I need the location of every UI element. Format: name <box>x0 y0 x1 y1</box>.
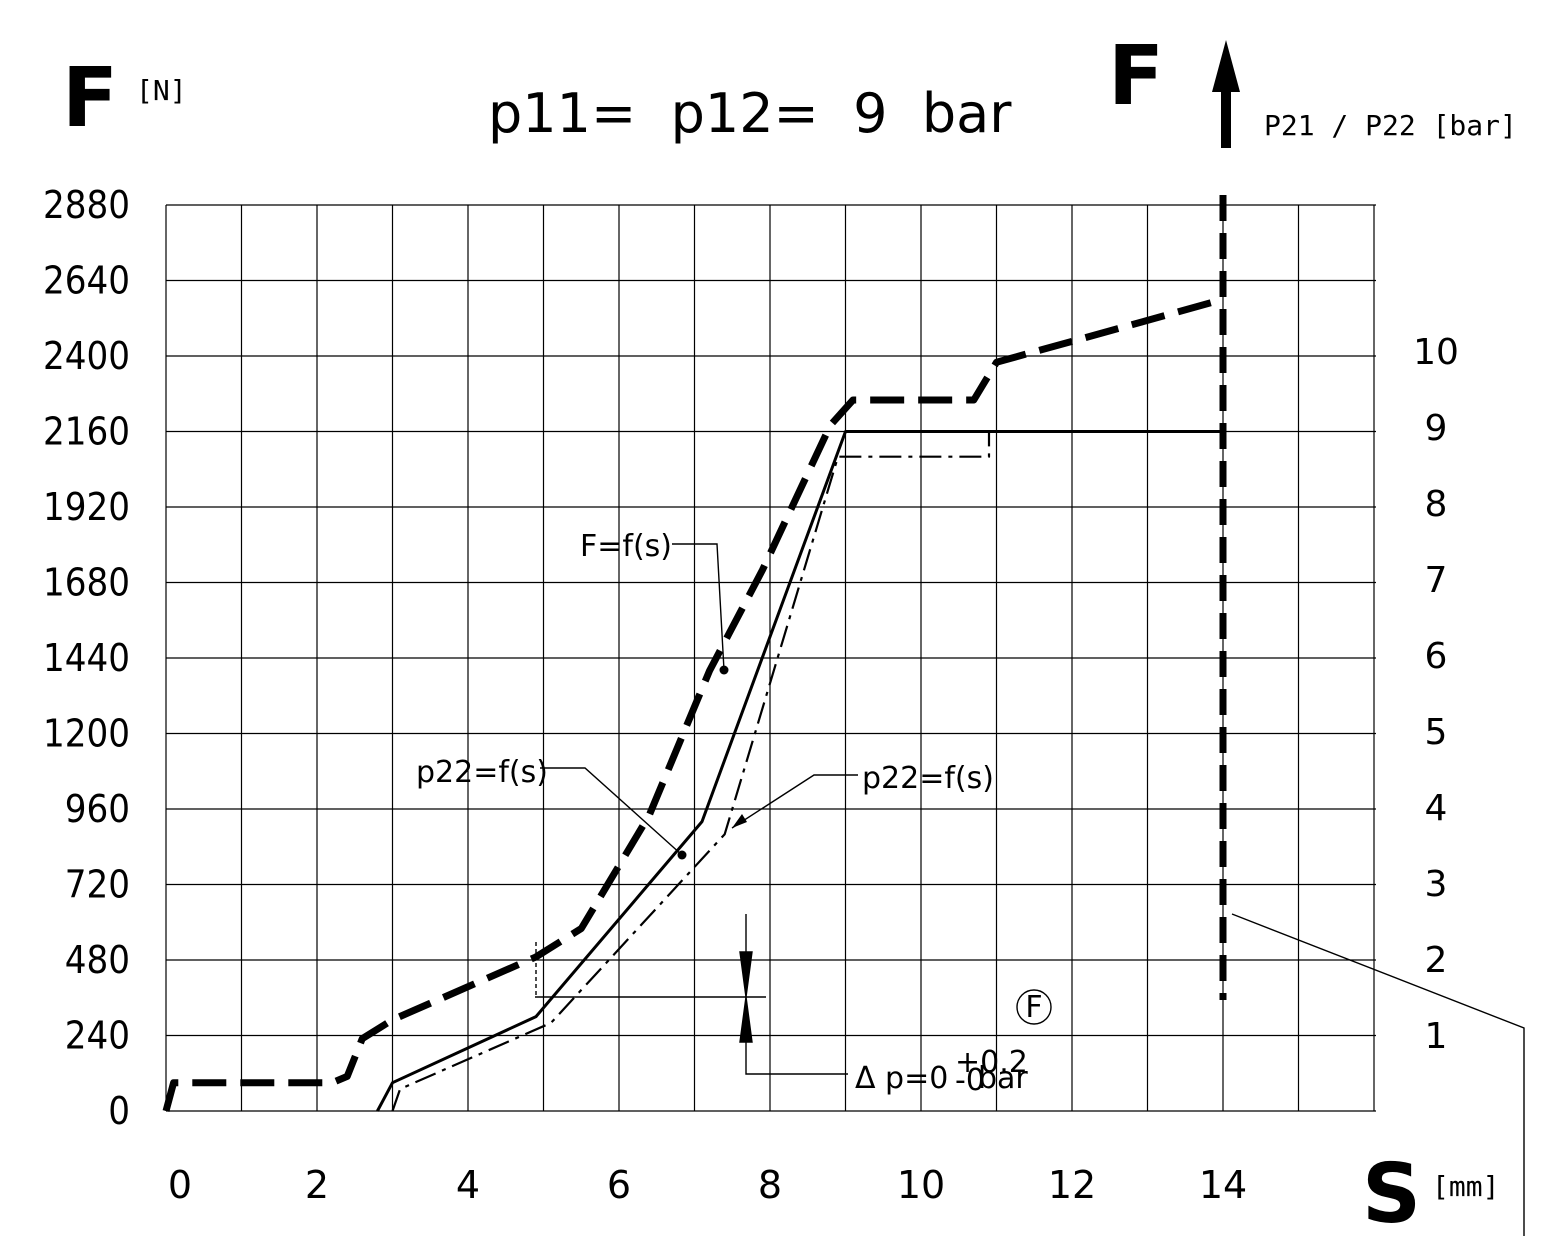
left-tick-label: 1200 <box>43 712 130 756</box>
left-tick-label: 1920 <box>43 485 130 529</box>
leader-marker <box>1231 913 1525 1236</box>
left-tick-label: 2400 <box>43 334 130 378</box>
bottom-tick-label: 8 <box>758 1163 782 1207</box>
right-axis-label: F <box>1108 29 1164 124</box>
right-tick-label: 2 <box>1425 940 1448 981</box>
left-axis-unit: [N] <box>136 74 187 107</box>
bottom-tick-label: 14 <box>1199 1163 1247 1207</box>
series-layer <box>162 195 1227 1112</box>
bottom-tick-label: 10 <box>897 1163 945 1207</box>
svg-text:-0: -0 <box>955 1063 985 1098</box>
right-tick-label: 3 <box>1425 864 1448 905</box>
label-f-f-s: F=f(s) <box>580 529 672 564</box>
leader-p22-left <box>540 767 683 856</box>
left-tick-label: 2640 <box>43 259 130 303</box>
right-tick-label: 10 <box>1413 332 1459 373</box>
left-tick-label: 960 <box>65 787 130 831</box>
leader-ffs <box>672 543 725 671</box>
left-tick-label: 1680 <box>43 561 130 605</box>
right-axis-unit: P21 / P22 [bar] <box>1264 109 1517 142</box>
right-tick-label: 5 <box>1425 712 1448 753</box>
svg-text:bar: bar <box>978 1061 1028 1096</box>
label-p22-left: p22=f(s) <box>416 755 548 790</box>
left-tick-label: 2880 <box>43 183 130 227</box>
circled-f-marker: F <box>1016 989 1052 1025</box>
bottom-tick-label: 12 <box>1048 1163 1096 1207</box>
bottom-tick-label: 6 <box>607 1163 631 1207</box>
chart-grid <box>165 204 1376 1112</box>
label-p22-right: p22=f(s) <box>862 761 994 796</box>
right-tick-label: 8 <box>1425 484 1448 525</box>
left-tick-label: 0 <box>108 1089 130 1133</box>
right-tick-label: 4 <box>1425 788 1448 829</box>
bottom-axis-ticks: 0 2 4 6 8 10 12 14 <box>168 1163 1247 1207</box>
annotation-layer <box>535 543 1525 1236</box>
svg-text:Δ p=0: Δ p=0 <box>855 1061 948 1096</box>
left-tick-label: 1440 <box>43 636 130 680</box>
callout-arrowhead-p22-icon <box>732 814 747 828</box>
callout-dot-ffs <box>719 665 729 675</box>
svg-text:+0.2: +0.2 <box>955 1045 1028 1080</box>
right-tick-label: 1 <box>1425 1016 1448 1057</box>
right-tick-label: 9 <box>1425 408 1448 449</box>
bottom-tick-label: 2 <box>305 1163 329 1207</box>
right-tick-label: 6 <box>1425 636 1448 677</box>
callout-dot-p22 <box>677 850 687 860</box>
left-axis-label: F <box>62 51 118 146</box>
chart-title: p11= p12= 9 bar <box>488 82 1012 145</box>
left-tick-label: 2160 <box>43 410 130 454</box>
label-delta-p: Δ p=0 +0.2 -0 bar <box>855 1045 1028 1098</box>
leader-delta-p <box>745 1040 848 1075</box>
right-axis-ticks: 10 9 8 7 6 5 4 3 2 1 <box>1413 332 1459 1057</box>
bottom-tick-label: 0 <box>168 1163 192 1207</box>
bottom-tick-label: 4 <box>456 1163 480 1207</box>
left-tick-label: 240 <box>65 1014 130 1058</box>
left-axis-ticks: 2880264024002160192016801440120096072048… <box>43 183 130 1133</box>
right-axis-arrow-icon <box>1212 40 1240 148</box>
series-line-3 <box>391 431 991 1112</box>
series-line-2 <box>376 430 1223 1112</box>
right-tick-label: 7 <box>1425 560 1448 601</box>
series-line-1 <box>162 296 1224 1112</box>
leader-p22-right <box>731 774 858 829</box>
svg-text:F: F <box>1025 990 1042 1025</box>
bottom-axis-label: S <box>1362 1147 1421 1236</box>
bottom-axis-unit: [mm] <box>1432 1170 1499 1203</box>
left-tick-label: 480 <box>65 938 130 982</box>
left-tick-label: 720 <box>65 863 130 907</box>
delta-p-arrows-icon <box>739 914 753 1043</box>
